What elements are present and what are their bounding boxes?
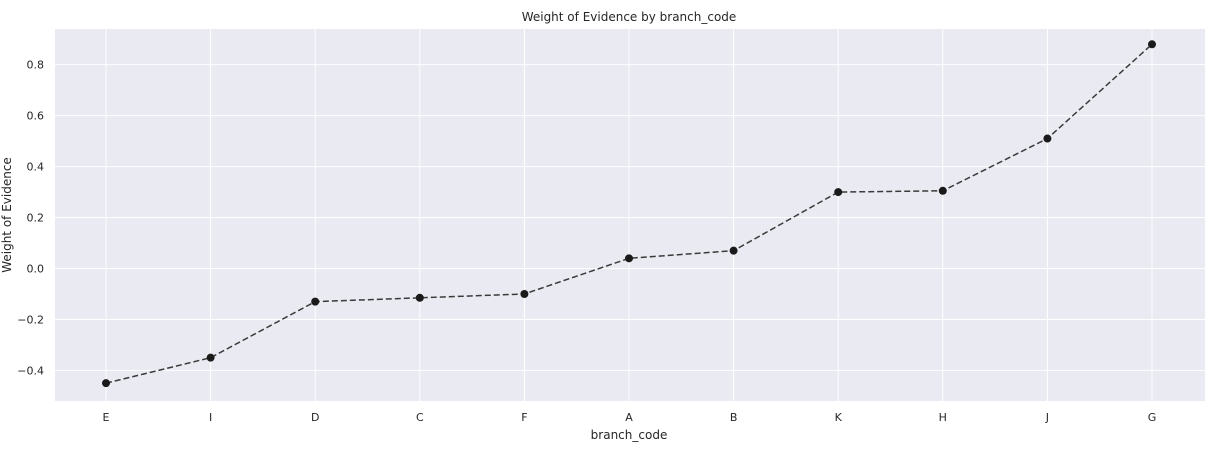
- data-point-A: [625, 254, 633, 263]
- grid-lines: [55, 29, 1205, 401]
- data-point-J: [1043, 134, 1052, 143]
- data-point-D: [311, 297, 320, 306]
- series-polyline: [105, 43, 1153, 384]
- y-tick-label: 0.6: [27, 110, 45, 123]
- data-point-I: [206, 353, 215, 362]
- chart-title: Weight of Evidence by branch_code: [522, 10, 737, 24]
- x-tick-label: A: [625, 411, 633, 424]
- y-tick-label: 0.8: [27, 59, 45, 72]
- x-tick-label: J: [1045, 411, 1049, 424]
- y-tick-labels: −0.4 −0.2 0.0 0.2 0.4 0.6 0.8: [17, 59, 44, 378]
- y-tick-label: 0.4: [27, 161, 45, 174]
- x-tick-label: H: [939, 411, 947, 424]
- data-point-F: [520, 289, 529, 298]
- y-tick-label: −0.2: [17, 313, 44, 326]
- y-axis-label: Weight of Evidence: [0, 157, 14, 273]
- x-tick-label: G: [1148, 411, 1157, 424]
- data-point-K: [834, 188, 843, 197]
- data-point-E: [102, 379, 110, 388]
- x-tick-label: E: [103, 411, 110, 424]
- x-tick-label: B: [730, 411, 738, 424]
- x-tick-label: D: [311, 411, 319, 424]
- data-point-G: [1148, 40, 1156, 49]
- y-tick-label: 0.0: [27, 263, 45, 276]
- x-tick-label: F: [521, 411, 527, 424]
- data-point-B: [729, 246, 738, 255]
- x-tick-label: K: [835, 411, 843, 424]
- data-points: [102, 40, 1156, 388]
- y-tick-label: 0.2: [27, 212, 45, 225]
- series-line: [105, 43, 1153, 384]
- data-point-C: [415, 293, 424, 302]
- plot-area: [55, 29, 1205, 401]
- x-tick-label: I: [209, 411, 212, 424]
- y-tick-label: −0.4: [17, 364, 44, 377]
- x-tick-label: C: [416, 411, 424, 424]
- data-point-H: [938, 186, 947, 195]
- x-axis-label: branch_code: [591, 428, 668, 442]
